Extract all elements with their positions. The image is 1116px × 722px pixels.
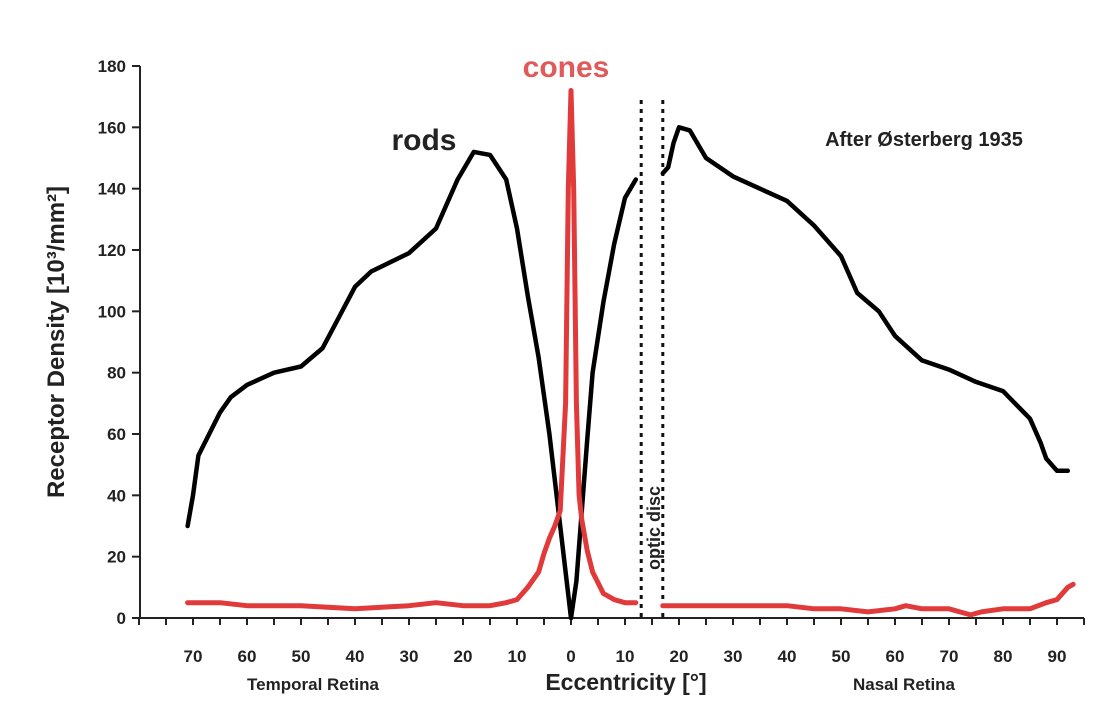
- y-tick-label: 120: [98, 241, 126, 260]
- x-tick-label: 90: [1048, 647, 1067, 666]
- x-tick-label: 20: [670, 647, 689, 666]
- temporal-retina-label: Temporal Retina: [247, 675, 379, 694]
- cones-line: [660, 581, 1076, 618]
- x-tick-label: 70: [184, 647, 203, 666]
- x-tick-label: 50: [292, 647, 311, 666]
- y-tick-label: 0: [117, 609, 126, 628]
- y-tick-group: 0 20 40 60 80 100 120 140 160 180: [98, 57, 140, 628]
- x-tick-label: 60: [238, 647, 257, 666]
- y-tick-label: 20: [107, 548, 126, 567]
- x-tick-label: 10: [616, 647, 635, 666]
- rods-line: [185, 149, 639, 621]
- x-tick-label: 0: [566, 647, 575, 666]
- x-tick-label: 70: [940, 647, 959, 666]
- x-tick-label: 60: [886, 647, 905, 666]
- x-tick-label: 40: [346, 647, 365, 666]
- rods-line: [660, 125, 1071, 474]
- y-tick-label: 60: [107, 425, 126, 444]
- y-axis-label: Receptor Density [10³/mm²]: [43, 186, 70, 498]
- optic-disc-label: optic disc: [644, 486, 664, 570]
- nasal-retina-label: Nasal Retina: [853, 675, 956, 694]
- x-tick-label: 80: [994, 647, 1013, 666]
- cones-series-label: cones: [523, 51, 610, 84]
- x-tick-label: 10: [508, 647, 527, 666]
- series-layer: [185, 88, 1076, 621]
- x-tick-label: 30: [400, 647, 419, 666]
- source-annotation: After Østerberg 1935: [825, 129, 1023, 151]
- y-tick-label: 160: [98, 118, 126, 137]
- cones-line: [185, 88, 639, 612]
- rods-series-label: rods: [391, 124, 456, 157]
- y-tick-label: 80: [107, 364, 126, 383]
- y-tick-label: 100: [98, 302, 126, 321]
- x-tick-label: 50: [832, 647, 851, 666]
- y-tick-label: 180: [98, 57, 126, 76]
- x-tick-label: 40: [778, 647, 797, 666]
- x-tick-group: 70 60 50 40 30 20 10 0 10 20 30 40 50 60 70 80 90: [138, 618, 1085, 666]
- x-axis-label: Eccentricity [°]: [545, 669, 706, 695]
- y-tick-label: 140: [98, 180, 126, 199]
- y-tick-label: 40: [107, 486, 126, 505]
- x-tick-label: 20: [454, 647, 473, 666]
- x-tick-label: 30: [724, 647, 743, 666]
